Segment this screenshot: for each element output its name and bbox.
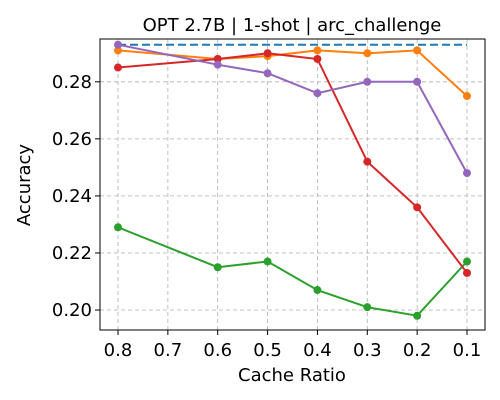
series-4-point (114, 63, 122, 72)
series-4-point (413, 203, 422, 212)
series-3-point (413, 311, 422, 320)
series-2-line (117, 49, 468, 97)
x-tick-label: 0.2 (403, 340, 432, 361)
y-tick-label: 0.28 (52, 72, 92, 93)
y-axis-ticks: 0.20 0.22 0.24 0.26 0.28 (52, 72, 100, 321)
series-5-point (313, 89, 322, 98)
series-4-point (463, 268, 471, 277)
series-5-point (114, 40, 122, 49)
chart-title: OPT 2.7B | 1-shot | arc_challenge (143, 15, 442, 36)
grid (100, 39, 485, 330)
series-4-point (263, 49, 272, 58)
series-2-point (114, 46, 122, 55)
y-tick-label: 0.26 (52, 129, 92, 150)
series-3-point (363, 303, 372, 312)
y-tick-label: 0.22 (52, 243, 92, 264)
series-4-point (363, 157, 372, 166)
y-tick-label: 0.20 (52, 300, 92, 321)
x-tick-label: 0.3 (353, 340, 382, 361)
x-tick-label: 0.7 (154, 340, 183, 361)
x-tick-label: 0.6 (203, 340, 232, 361)
y-axis-label: Accuracy (14, 144, 35, 227)
series-2-point (363, 49, 372, 58)
series-2-point (413, 46, 422, 55)
x-axis-ticks: 0.8 0.7 0.6 0.5 0.4 0.3 0.2 0.1 (104, 330, 482, 361)
x-axis-label: Cache Ratio (238, 365, 346, 386)
y-tick-label: 0.24 (52, 186, 92, 207)
series-3-point (463, 257, 471, 266)
x-tick-label: 0.5 (253, 340, 282, 361)
x-tick-label: 0.1 (453, 340, 482, 361)
series-5-point (263, 69, 272, 78)
series-5-point (413, 77, 422, 86)
series-layer (114, 40, 471, 320)
series-3-line (117, 226, 468, 317)
series-3-point (114, 223, 122, 232)
plot-area-frame (99, 38, 486, 331)
series-2-point (463, 92, 471, 101)
series-5-point (363, 77, 372, 86)
series-4-line (117, 52, 468, 274)
series-3-point (313, 286, 322, 295)
series-5-point (463, 169, 471, 178)
series-4-point (313, 54, 322, 63)
series-4-point (213, 54, 222, 63)
series-5-point (213, 60, 222, 69)
x-tick-label: 0.4 (303, 340, 332, 361)
series-2-point (313, 46, 322, 55)
x-tick-label: 0.8 (104, 340, 133, 361)
series-3-point (263, 257, 272, 266)
series-3-point (213, 263, 222, 272)
